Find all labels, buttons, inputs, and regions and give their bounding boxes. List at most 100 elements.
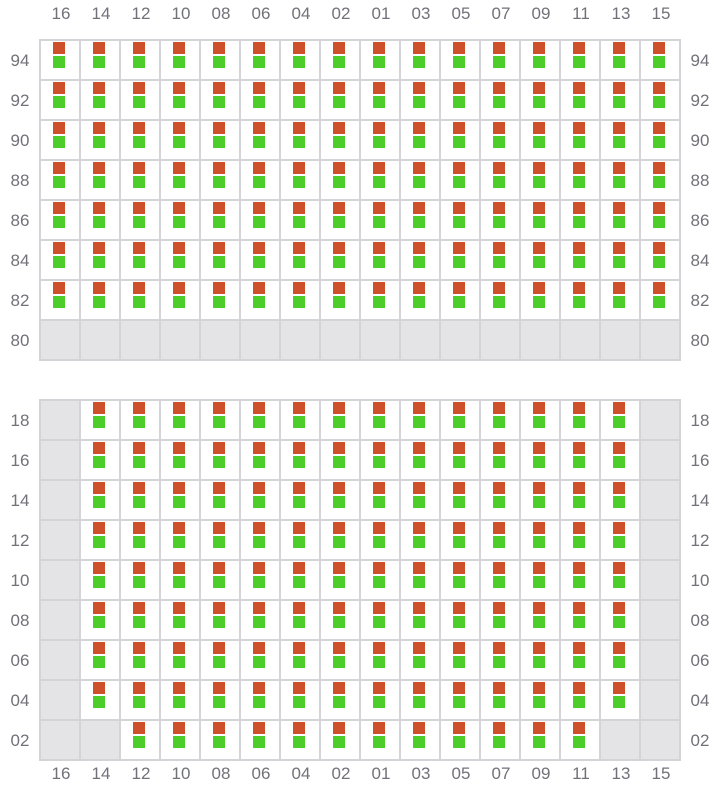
grid-cell[interactable] [481, 601, 519, 639]
grid-cell[interactable] [241, 521, 279, 559]
grid-cell[interactable] [401, 81, 439, 119]
grid-cell[interactable] [161, 441, 199, 479]
grid-cell[interactable] [281, 681, 319, 719]
grid-cell[interactable] [481, 241, 519, 279]
grid-cell[interactable] [561, 521, 599, 559]
grid-cell[interactable] [201, 401, 239, 439]
grid-cell[interactable] [201, 81, 239, 119]
grid-cell[interactable] [321, 121, 359, 159]
grid-cell[interactable] [401, 41, 439, 79]
grid-cell[interactable] [361, 481, 399, 519]
grid-cell[interactable] [161, 681, 199, 719]
grid-cell[interactable] [281, 521, 319, 559]
grid-cell[interactable] [401, 561, 439, 599]
grid-cell[interactable] [41, 121, 79, 159]
grid-cell[interactable] [441, 281, 479, 319]
grid-cell[interactable] [401, 241, 439, 279]
grid-cell[interactable] [121, 41, 159, 79]
grid-cell[interactable] [201, 641, 239, 679]
grid-cell[interactable] [481, 161, 519, 199]
grid-cell[interactable] [321, 81, 359, 119]
grid-cell[interactable] [241, 81, 279, 119]
grid-cell[interactable] [121, 241, 159, 279]
grid-cell[interactable] [401, 641, 439, 679]
grid-cell[interactable] [481, 281, 519, 319]
grid-cell[interactable] [281, 241, 319, 279]
grid-cell[interactable] [601, 521, 639, 559]
grid-cell[interactable] [321, 721, 359, 759]
grid-cell[interactable] [561, 161, 599, 199]
grid-cell[interactable] [601, 601, 639, 639]
grid-cell[interactable] [81, 641, 119, 679]
grid-cell[interactable] [281, 481, 319, 519]
grid-cell[interactable] [241, 201, 279, 239]
grid-cell[interactable] [281, 601, 319, 639]
grid-cell[interactable] [481, 201, 519, 239]
grid-cell[interactable] [601, 441, 639, 479]
grid-cell[interactable] [81, 441, 119, 479]
grid-cell[interactable] [561, 641, 599, 679]
grid-cell[interactable] [561, 601, 599, 639]
grid-cell[interactable] [561, 721, 599, 759]
grid-cell[interactable] [321, 681, 359, 719]
grid-cell[interactable] [561, 121, 599, 159]
grid-cell[interactable] [441, 241, 479, 279]
grid-cell[interactable] [521, 721, 559, 759]
grid-cell[interactable] [521, 201, 559, 239]
grid-cell[interactable] [201, 601, 239, 639]
grid-cell[interactable] [481, 481, 519, 519]
grid-cell[interactable] [321, 521, 359, 559]
grid-cell[interactable] [201, 521, 239, 559]
grid-cell[interactable] [241, 121, 279, 159]
grid-cell[interactable] [481, 681, 519, 719]
grid-cell[interactable] [361, 601, 399, 639]
grid-cell[interactable] [281, 721, 319, 759]
grid-cell[interactable] [161, 81, 199, 119]
grid-cell[interactable] [41, 241, 79, 279]
grid-cell[interactable] [121, 481, 159, 519]
grid-cell[interactable] [641, 81, 679, 119]
grid-cell[interactable] [81, 521, 119, 559]
grid-cell[interactable] [521, 121, 559, 159]
grid-cell[interactable] [521, 161, 559, 199]
grid-cell[interactable] [521, 561, 559, 599]
grid-cell[interactable] [441, 681, 479, 719]
grid-cell[interactable] [441, 81, 479, 119]
grid-cell[interactable] [41, 81, 79, 119]
grid-cell[interactable] [561, 401, 599, 439]
grid-cell[interactable] [201, 721, 239, 759]
grid-cell[interactable] [441, 441, 479, 479]
grid-cell[interactable] [441, 521, 479, 559]
grid-cell[interactable] [561, 681, 599, 719]
grid-cell[interactable] [481, 121, 519, 159]
grid-cell[interactable] [361, 561, 399, 599]
grid-cell[interactable] [281, 281, 319, 319]
grid-cell[interactable] [401, 481, 439, 519]
grid-cell[interactable] [401, 121, 439, 159]
grid-cell[interactable] [241, 481, 279, 519]
grid-cell[interactable] [481, 41, 519, 79]
grid-cell[interactable] [201, 681, 239, 719]
grid-cell[interactable] [521, 601, 559, 639]
grid-cell[interactable] [361, 441, 399, 479]
grid-cell[interactable] [241, 281, 279, 319]
grid-cell[interactable] [241, 601, 279, 639]
grid-cell[interactable] [161, 41, 199, 79]
grid-cell[interactable] [161, 601, 199, 639]
grid-cell[interactable] [361, 241, 399, 279]
grid-cell[interactable] [521, 641, 559, 679]
grid-cell[interactable] [121, 681, 159, 719]
grid-cell[interactable] [561, 81, 599, 119]
grid-cell[interactable] [641, 161, 679, 199]
grid-cell[interactable] [161, 241, 199, 279]
grid-cell[interactable] [321, 481, 359, 519]
grid-cell[interactable] [121, 641, 159, 679]
grid-cell[interactable] [481, 721, 519, 759]
grid-cell[interactable] [121, 441, 159, 479]
grid-cell[interactable] [281, 401, 319, 439]
grid-cell[interactable] [361, 721, 399, 759]
grid-cell[interactable] [81, 401, 119, 439]
grid-cell[interactable] [361, 81, 399, 119]
grid-cell[interactable] [81, 161, 119, 199]
grid-cell[interactable] [121, 81, 159, 119]
